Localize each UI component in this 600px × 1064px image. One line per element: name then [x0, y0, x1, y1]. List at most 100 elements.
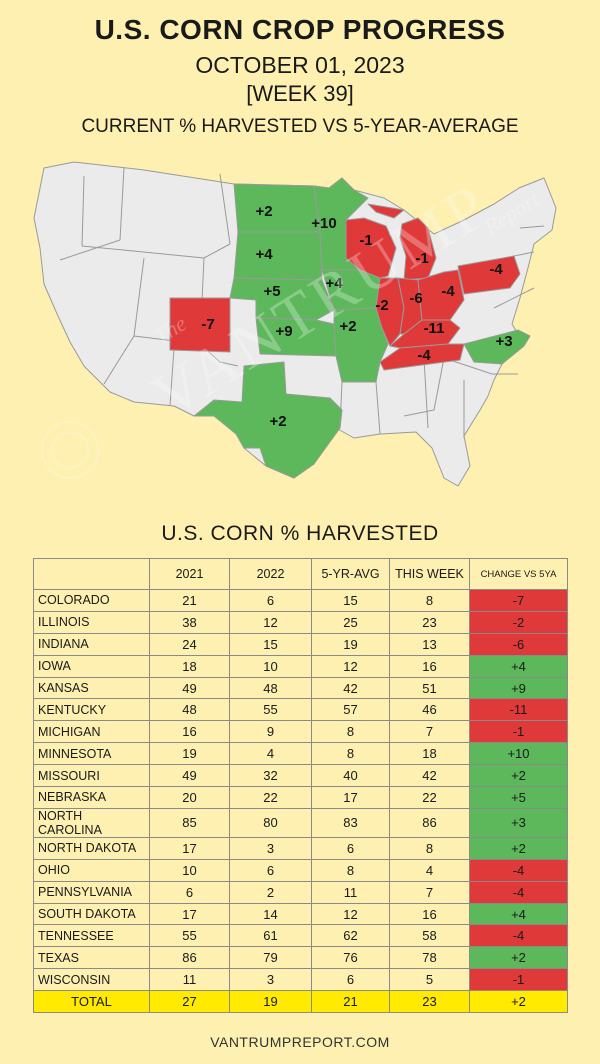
cell-5yr-avg: 19 [311, 632, 390, 656]
cell-5yr-avg: 12 [311, 654, 390, 678]
state-north-carolina [463, 329, 531, 365]
table-row: WISCONSIN 11 3 6 5 -1 [33, 968, 568, 992]
cell-this-week: 86 [389, 807, 470, 838]
cell-change: +4 [469, 654, 568, 678]
table-row: MICHIGAN 16 9 8 7 -1 [33, 720, 568, 744]
cell-2021: 10 [149, 858, 230, 882]
total-cell-2022: 19 [229, 990, 312, 1014]
cell-this-week: 58 [389, 924, 470, 948]
cell-5yr-avg: 15 [311, 589, 390, 612]
state-cell: MICHIGAN [33, 720, 150, 744]
table-row: KENTUCKY 48 55 57 46 -11 [33, 698, 568, 722]
cell-2021: 17 [149, 836, 230, 860]
state-cell: PENNSYLVANIA [33, 880, 150, 904]
map-subtitle: CURRENT % HARVESTED VS 5-YEAR-AVERAGE [81, 116, 519, 137]
cell-2021: 17 [149, 902, 230, 926]
cell-2021: 49 [149, 676, 230, 700]
cell-5yr-avg: 62 [311, 924, 390, 948]
cell-change: -4 [469, 880, 568, 904]
cell-this-week: 16 [389, 902, 470, 926]
map-label-texas: +2 [269, 413, 286, 430]
table-row: TEXAS 86 79 76 78 +2 [33, 946, 568, 970]
state-cell: WISCONSIN [33, 968, 150, 992]
map-label-michigan: -1 [415, 250, 428, 267]
state-cell: MISSOURI [33, 764, 150, 788]
cell-this-week: 51 [389, 676, 470, 700]
cell-5yr-avg: 6 [311, 968, 390, 992]
eastern-state-borders [339, 225, 545, 438]
cell-change: -6 [469, 632, 568, 656]
state-colorado [169, 297, 231, 353]
state-texas [193, 361, 343, 479]
state-cell: TENNESSEE [33, 924, 150, 948]
cell-this-week: 7 [389, 880, 470, 904]
cell-5yr-avg: 17 [311, 786, 390, 809]
cell-2022: 55 [229, 698, 312, 722]
cell-2022: 14 [229, 902, 312, 926]
cell-2021: 38 [149, 610, 230, 634]
cell-2021: 19 [149, 742, 230, 766]
cell-2021: 6 [149, 880, 230, 904]
footer-website: VANTRUMPREPORT.COM [210, 1034, 390, 1050]
map-label-illinois: -2 [375, 297, 388, 314]
map-label-ohio: -4 [441, 283, 455, 300]
cell-2021: 55 [149, 924, 230, 948]
cell-this-week: 8 [389, 589, 470, 612]
state-cell: COLORADO [33, 589, 150, 612]
cell-2021: 21 [149, 589, 230, 612]
cell-change: +3 [469, 807, 568, 838]
cell-2021: 20 [149, 786, 230, 809]
state-north-dakota [233, 183, 321, 233]
table-row: KANSAS 49 48 42 51 +9 [33, 676, 568, 700]
cell-this-week: 16 [389, 654, 470, 678]
cell-2022: 2 [229, 880, 312, 904]
total-cell-2021: 27 [149, 990, 230, 1014]
map-label-tennessee: -4 [417, 347, 431, 364]
header-5yr-avg: 5-YR-AVG [311, 558, 390, 590]
cell-this-week: 8 [389, 836, 470, 860]
cell-this-week: 5 [389, 968, 470, 992]
header-change: CHANGE VS 5YA [469, 558, 568, 590]
state-cell: SOUTH DAKOTA [33, 902, 150, 926]
state-cell: IOWA [33, 654, 150, 678]
cell-change: -2 [469, 610, 568, 634]
header-state [33, 558, 150, 590]
cell-2022: 79 [229, 946, 312, 970]
cell-2022: 9 [229, 720, 312, 744]
state-cell: NORTH DAKOTA [33, 836, 150, 860]
state-cell: MINNESOTA [33, 742, 150, 766]
total-cell-this-week: 23 [389, 990, 470, 1014]
cell-this-week: 18 [389, 742, 470, 766]
map-label-iowa: +4 [325, 275, 343, 292]
cell-this-week: 42 [389, 764, 470, 788]
cell-2021: 24 [149, 632, 230, 656]
cell-5yr-avg: 42 [311, 676, 390, 700]
cell-5yr-avg: 40 [311, 764, 390, 788]
map-label-kentucky: -11 [424, 320, 445, 337]
cell-2021: 48 [149, 698, 230, 722]
cell-this-week: 4 [389, 858, 470, 882]
harvest-table: 2021 2022 5-YR-AVG THIS WEEK CHANGE VS 5… [33, 558, 568, 1014]
cell-change: +2 [469, 946, 568, 970]
state-cell: TEXAS [33, 946, 150, 970]
cell-this-week: 46 [389, 698, 470, 722]
cell-5yr-avg: 8 [311, 742, 390, 766]
total-cell-5yr-avg: 21 [311, 990, 390, 1014]
state-cell: KANSAS [33, 676, 150, 700]
cell-2022: 32 [229, 764, 312, 788]
state-pennsylvania [457, 255, 521, 295]
cell-5yr-avg: 8 [311, 720, 390, 744]
cell-5yr-avg: 6 [311, 836, 390, 860]
state-south-dakota [233, 231, 323, 281]
table-row: IOWA 18 10 12 16 +4 [33, 654, 568, 678]
map-label-missouri: +2 [339, 318, 356, 335]
cell-change: +5 [469, 786, 568, 809]
map-label-north-carolina: +3 [495, 333, 512, 350]
map-label-indiana: -6 [409, 290, 422, 307]
cell-2022: 6 [229, 589, 312, 612]
cell-5yr-avg: 57 [311, 698, 390, 722]
cell-change: -1 [469, 968, 568, 992]
map-label-pennsylvania: -4 [489, 261, 503, 278]
cell-change: -7 [469, 589, 568, 612]
total-state-cell: TOTAL [33, 990, 150, 1014]
